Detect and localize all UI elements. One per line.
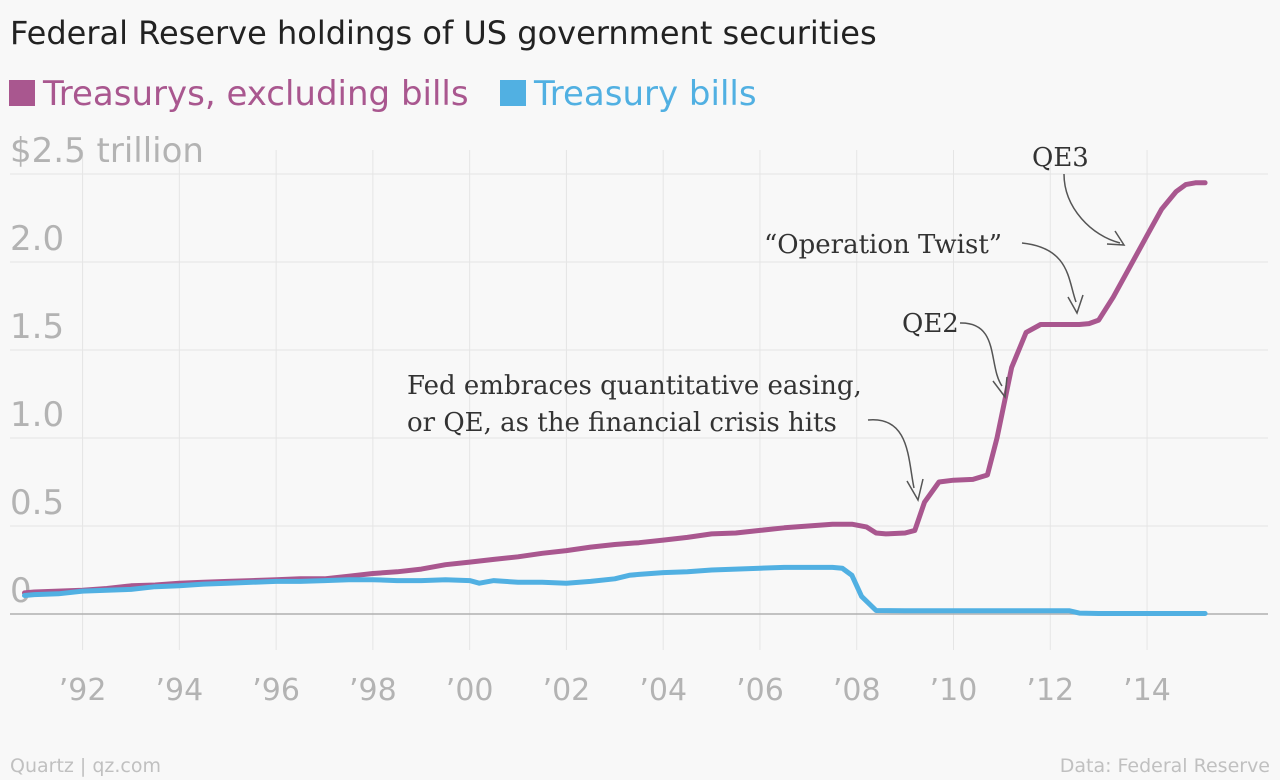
y-axis: 0 0.5 1.0 1.5 2.0 $2.5 trillion (10, 131, 204, 611)
annotation-twist-arrow (1021, 242, 1077, 303)
x-tick-label-1: ’94 (155, 673, 203, 708)
y-tick-label-2: 1.0 (10, 395, 64, 435)
x-tick-label-9: ’10 (930, 673, 978, 708)
series (22, 180, 1208, 616)
legend-label-bills: Treasury bills (533, 74, 757, 114)
y-tick-label-1: 0.5 (10, 483, 64, 523)
annotation-qe2: QE2 (902, 309, 1008, 399)
annotation-qe3: QE3 (1032, 143, 1126, 246)
y-tick-label-3: 1.5 (10, 307, 64, 347)
legend-label-treasurys: Treasurys, excluding bills (42, 74, 469, 114)
annotation-qe2-label: QE2 (902, 309, 959, 339)
chart-title: Federal Reserve holdings of US governmen… (10, 14, 877, 52)
annotation-twist: “Operation Twist” (764, 230, 1084, 315)
x-tick-label-0: ’92 (59, 673, 107, 708)
x-tick-label-2: ’96 (252, 673, 300, 708)
annotation-qe2-arrow (959, 322, 1003, 387)
source-credit: Data: Federal Reserve (1060, 755, 1270, 777)
x-axis: ’92 ’94 ’96 ’98 ’00 ’02 ’04 ’06 ’08 ’10 ’12 ’14 (59, 673, 1171, 708)
x-tick-label-4: ’00 (446, 673, 494, 708)
x-tick-label-5: ’02 (543, 673, 591, 708)
annotation-qe1-arrowhead (906, 478, 924, 503)
annotation-qe3-label: QE3 (1032, 143, 1089, 173)
x-tick-label-7: ’06 (736, 673, 784, 708)
annotation-qe1-line-1: Fed embraces quantitative easing, (407, 371, 862, 401)
x-tick-label-6: ’04 (639, 673, 687, 708)
annotation-twist-arrowhead (1067, 294, 1084, 315)
annotation-qe1-arrow (867, 419, 915, 489)
y-tick-label-5: $2.5 trillion (10, 131, 204, 171)
annotation-twist-label: “Operation Twist” (764, 230, 1002, 260)
brand-credit: Quartz | qz.com (10, 755, 161, 777)
legend-swatch-bills (500, 80, 526, 106)
annotation-qe1-line-2: or QE, as the financial crisis hits (407, 408, 837, 438)
x-tick-label-8: ’08 (833, 673, 881, 708)
y-tick-label-4: 2.0 (10, 219, 64, 259)
annotation-qe3-arrow (1063, 173, 1121, 244)
legend-swatch-treasurys (9, 80, 35, 106)
x-tick-label-10: ’12 (1026, 673, 1074, 708)
x-tick-label-3: ’98 (349, 673, 397, 708)
x-tick-label-11: ’14 (1123, 673, 1171, 708)
annotation-qe2-arrowhead (992, 376, 1008, 399)
series-line-bills (22, 564, 1208, 616)
y-tick-label-0: 0 (10, 571, 32, 611)
legend: Treasurys, excluding bills Treasury bill… (9, 74, 757, 114)
annotation-qe1: Fed embraces quantitative easing, or QE,… (407, 371, 924, 503)
annotation-qe3-arrowhead (1106, 230, 1126, 246)
